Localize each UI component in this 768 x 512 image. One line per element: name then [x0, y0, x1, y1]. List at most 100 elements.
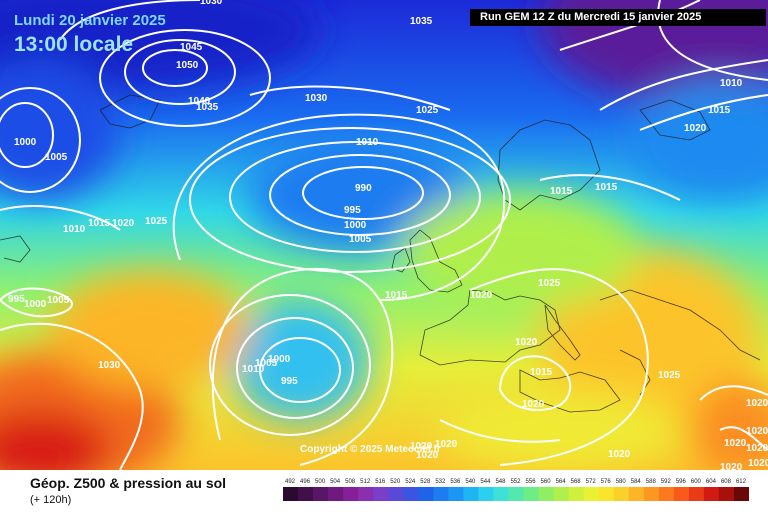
scale-tick-label: 564: [556, 479, 567, 485]
isobar-label: 1025: [416, 105, 439, 116]
scale-tick-label: 504: [330, 479, 341, 485]
scale-tick-label: 492: [285, 479, 296, 485]
isobar-labels: 1030 1035 1045 1050 1040 1035 1000 1005 …: [8, 0, 768, 470]
scale-tick-label: 552: [510, 479, 521, 485]
scale-tick-label: 536: [450, 479, 461, 485]
scale-tick-label: 608: [721, 479, 732, 485]
scale-swatch: [283, 487, 299, 501]
scale-swatch: [463, 487, 479, 501]
isobar-label: 1045: [180, 42, 203, 53]
isobar-label: 990: [355, 183, 372, 194]
isobar-label: 1025: [538, 278, 561, 289]
isobar-label: 995: [344, 205, 361, 216]
scale-swatch: [433, 487, 449, 501]
scale-tick-label: 508: [345, 479, 356, 485]
scale-tick-label: 596: [676, 479, 687, 485]
isobar-label: 1010: [720, 78, 743, 89]
isobar-label: 1020: [746, 443, 768, 454]
isobar-label: 1005: [349, 234, 372, 245]
isobar-label: 1015: [385, 290, 408, 301]
weather-map: 1030 1035 1045 1050 1040 1035 1000 1005 …: [0, 0, 768, 470]
scale-tick-label: 600: [691, 479, 702, 485]
isobar-label: 1020: [416, 450, 439, 461]
scale-tick-label: 560: [541, 479, 552, 485]
scale-tick-label: 556: [526, 479, 537, 485]
isobar-label: 1020: [720, 462, 743, 470]
scale-swatch: [448, 487, 464, 501]
isobar-label: 1000: [268, 354, 291, 365]
isobar-label: 1000: [344, 220, 367, 231]
scale-swatch: [583, 487, 600, 501]
scale-tick-label: 516: [375, 479, 386, 485]
scale-swatch: [628, 487, 645, 501]
isobar-label: 1020: [746, 426, 768, 437]
isobar-label: 1005: [47, 295, 70, 306]
scale-tick-label: 572: [586, 479, 597, 485]
scale-swatch: [673, 487, 690, 501]
scale-tick-label: 528: [420, 479, 431, 485]
isobar-label: 1020: [608, 449, 631, 460]
legend-title: Géop. Z500 & pression au sol: [30, 475, 227, 491]
scale-swatch: [493, 487, 509, 501]
isobar-label: 1040: [188, 96, 211, 107]
copyright-text: Copyright © 2025 Meteociel.fr: [300, 444, 441, 455]
isobar-label: 1020: [435, 439, 458, 450]
isobar-label: 1020: [684, 123, 707, 134]
forecast-date: Lundi 20 janvier 2025: [14, 12, 166, 29]
isobar-label: 1015: [595, 182, 618, 193]
scale-tick-label: 604: [706, 479, 717, 485]
scale-swatch: [703, 487, 720, 501]
scale-tick-label: 612: [736, 479, 747, 485]
scale-swatch: [733, 487, 749, 501]
isobar-label: 1025: [145, 216, 168, 227]
scale-tick-label: 576: [601, 479, 612, 485]
scale-swatch: [658, 487, 675, 501]
scale-swatch: [403, 487, 419, 501]
isobar-label: 1015: [88, 218, 111, 229]
scale-tick-label: 592: [661, 479, 672, 485]
scale-tick-label: 548: [495, 479, 506, 485]
isobar-label: 1020: [522, 399, 545, 410]
scale-tick-label: 520: [390, 479, 401, 485]
isobar-label: 1015: [530, 367, 553, 378]
isobar-label: 1020: [724, 438, 747, 449]
scale-swatch: [328, 487, 344, 501]
isobar-label: 1030: [200, 0, 223, 7]
isobar-label: 1025: [658, 370, 681, 381]
isobar-label: 1030: [305, 93, 328, 104]
scale-swatch: [553, 487, 570, 501]
isobar-label: 1005: [255, 358, 278, 369]
isobar-label: 1015: [708, 105, 731, 116]
scale-swatch: [478, 487, 494, 501]
scale-swatch: [718, 487, 735, 501]
scale-tick-label: 512: [360, 479, 371, 485]
scale-tick-label: 524: [405, 479, 416, 485]
isobar-label: 1020: [746, 398, 768, 409]
scale-swatch: [613, 487, 630, 501]
scale-tick-label: 532: [435, 479, 446, 485]
run-banner: Run GEM 12 Z du Mercredi 15 janvier 2025: [470, 9, 766, 26]
isobar-label: 1050: [176, 60, 199, 71]
lead-time: (+ 120h): [30, 494, 72, 506]
scale-swatch: [373, 487, 389, 501]
isobar-label: 1020: [748, 458, 768, 469]
isobar-label: 1020: [112, 218, 135, 229]
scale-swatch: [568, 487, 585, 501]
scale-tick-label: 584: [631, 479, 642, 485]
isobar-label: 1010: [63, 224, 86, 235]
isobar-label: 1000: [14, 137, 37, 148]
isobar-label: 1015: [550, 186, 573, 197]
scale-swatch: [538, 487, 555, 501]
scale-swatch: [688, 487, 705, 501]
isobar-label: 1020: [410, 441, 433, 452]
scale-swatch: [343, 487, 359, 501]
scale-swatch: [508, 487, 525, 501]
isobar-label: 1020: [470, 290, 493, 301]
scale-swatch: [358, 487, 374, 501]
scale-swatch: [388, 487, 404, 501]
scale-tick-label: 568: [571, 479, 582, 485]
scale-swatch: [313, 487, 329, 501]
isobar-label: 1000: [24, 299, 47, 310]
scale-tick-label: 540: [465, 479, 476, 485]
